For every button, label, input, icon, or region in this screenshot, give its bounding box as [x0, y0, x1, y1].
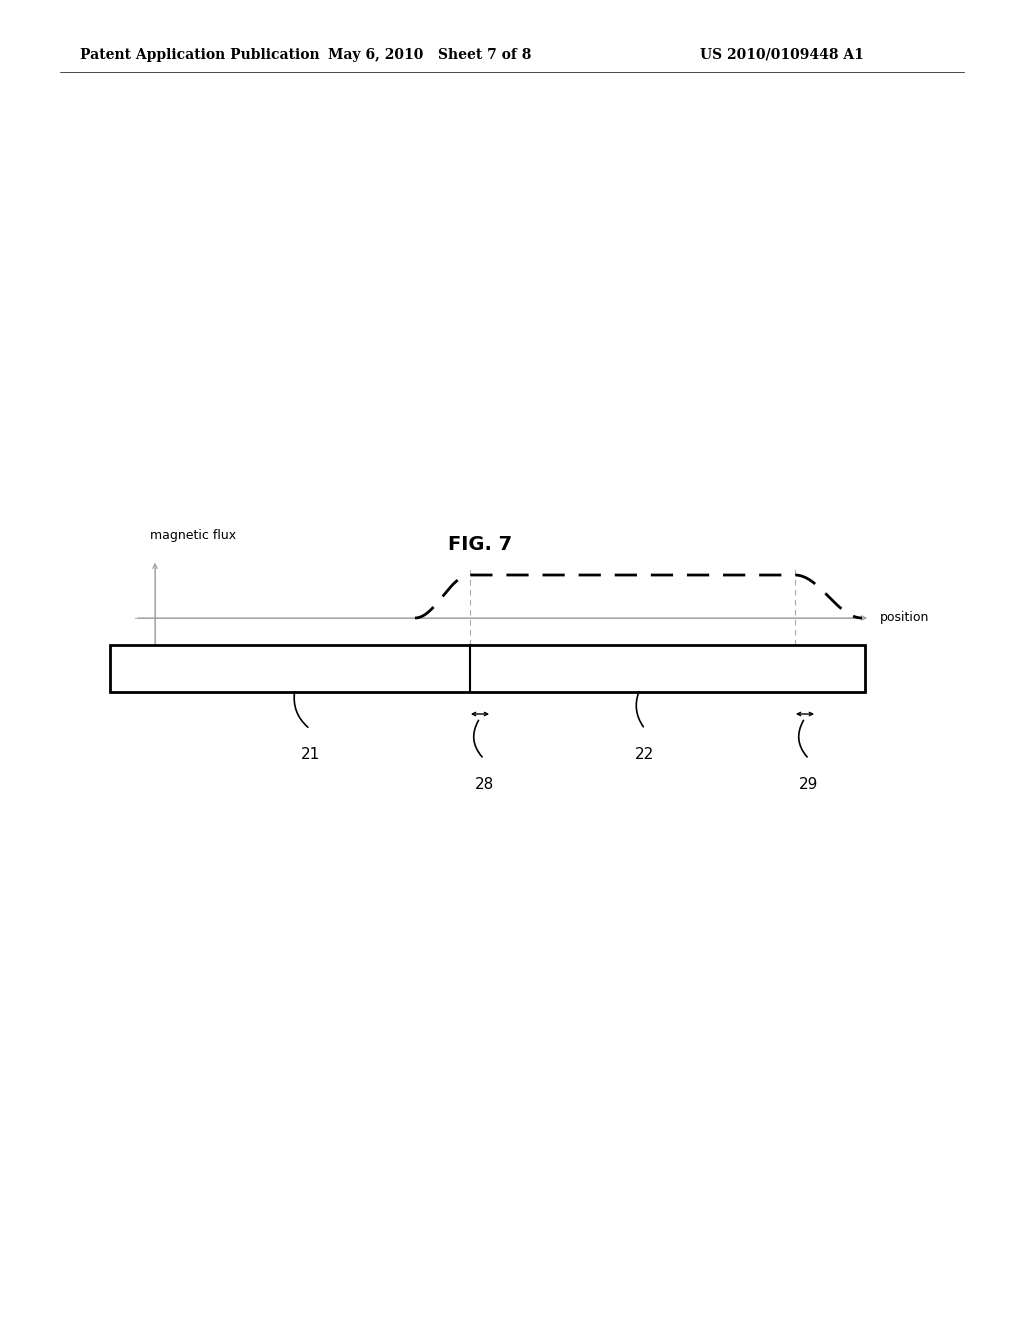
Text: 28: 28 — [474, 777, 494, 792]
Text: 21: 21 — [300, 747, 319, 762]
Text: Patent Application Publication: Patent Application Publication — [80, 48, 319, 62]
Text: 22: 22 — [635, 747, 654, 762]
Text: position: position — [880, 611, 930, 624]
Text: magnetic flux: magnetic flux — [150, 529, 237, 543]
Text: FIG. 7: FIG. 7 — [447, 536, 512, 554]
Text: US 2010/0109448 A1: US 2010/0109448 A1 — [700, 48, 864, 62]
Text: May 6, 2010   Sheet 7 of 8: May 6, 2010 Sheet 7 of 8 — [329, 48, 531, 62]
Text: 29: 29 — [800, 777, 818, 792]
Bar — [110, 645, 865, 692]
